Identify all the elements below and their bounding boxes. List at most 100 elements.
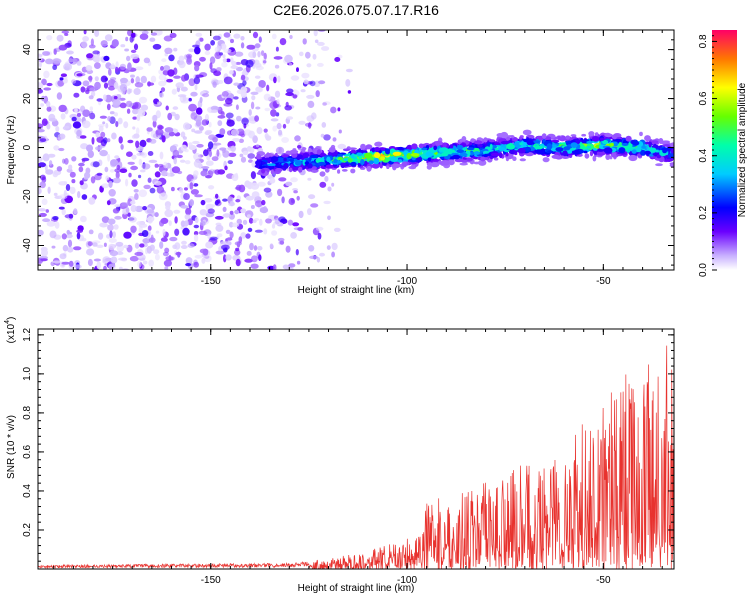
heatmap-cell [81, 159, 86, 163]
heatmap-cell [93, 56, 100, 63]
heatmap-cell [92, 50, 100, 55]
heatmap-cell [258, 36, 262, 43]
heatmap-cell [80, 86, 86, 93]
heatmap-cell [230, 65, 239, 70]
heatmap-cell [317, 41, 325, 46]
heatmap-cell [240, 36, 245, 41]
heatmap-cell [147, 177, 152, 183]
heatmap-cell [136, 221, 145, 226]
heatmap-cell [397, 159, 403, 163]
heatmap-cell [115, 61, 119, 68]
heatmap-cell [200, 170, 208, 177]
heatmap-cell [66, 229, 71, 235]
heatmap-cell [281, 137, 289, 143]
heatmap-cell [223, 48, 232, 53]
heatmap-cell [155, 128, 164, 136]
heatmap-cell [347, 90, 352, 94]
heatmap-cell [217, 115, 226, 119]
heatmap-cell [292, 94, 298, 99]
colorbar-label: Normalized spectral amplitude [737, 82, 748, 217]
heatmap-cell [206, 154, 211, 161]
heatmap-cell [337, 143, 347, 150]
heatmap-cell [555, 147, 564, 152]
heatmap-cell [79, 135, 87, 139]
snr-xlabel: Height of straight line (km) [298, 583, 415, 594]
heatmap-cell [103, 137, 108, 144]
heatmap-cell [134, 193, 139, 200]
heatmap-cell [263, 187, 272, 193]
heatmap-cell [337, 169, 341, 174]
heatmap-cell [201, 119, 208, 126]
heatmap-cell [605, 154, 611, 160]
heatmap-cell [297, 166, 303, 173]
heatmap-cell [101, 216, 110, 224]
heatmap-cell [73, 92, 80, 98]
heatmap-cell [459, 162, 469, 166]
heatmap-cell [368, 160, 374, 165]
heatmap-cell [177, 94, 187, 98]
heatmap-cell [507, 144, 515, 150]
heatmap-cell [53, 48, 57, 55]
heatmap-cell [588, 131, 595, 137]
heatmap-cell [117, 117, 123, 125]
heatmap-cell [321, 46, 330, 51]
heatmap-cell [62, 78, 68, 84]
heatmap-cell [192, 140, 200, 145]
heatmap-cell [392, 151, 402, 156]
heatmap-cell [480, 156, 486, 162]
heatmap-cell [236, 66, 243, 72]
heatmap-cell [76, 229, 83, 233]
heatmap-cell [277, 75, 281, 83]
heatmap-cell [52, 216, 59, 221]
heatmap-cell [246, 44, 256, 50]
heatmap-cell [194, 194, 203, 198]
heatmap-cell [255, 160, 261, 166]
heatmap-cell [252, 51, 257, 59]
heatmap-cell [118, 257, 127, 261]
heatmap-cell [374, 142, 381, 147]
heatmap-cell [82, 109, 91, 117]
heatmap-cell [130, 49, 137, 54]
heatmap-cell [333, 227, 341, 232]
heatmap-cell [440, 152, 449, 157]
heatmap-cell [108, 68, 112, 76]
heatmap-cell [256, 246, 263, 251]
heatmap-cell [142, 237, 151, 244]
heatmap-cell [240, 86, 248, 93]
heatmap-cell [618, 147, 626, 154]
heatmap-cell [358, 155, 363, 159]
heatmap-cell [302, 152, 310, 158]
heatmap-cell [168, 220, 172, 227]
heatmap-cell [199, 209, 207, 216]
heatmap-cell [290, 177, 298, 183]
heatmap-cell [139, 33, 149, 40]
heatmap-cell [593, 149, 598, 155]
heatmap-cell [275, 168, 283, 172]
heatmap-cell [153, 249, 160, 255]
heatmap-cell [135, 127, 140, 135]
heatmap-cell [175, 82, 184, 89]
heatmap-cell [337, 107, 341, 112]
heatmap-cell [188, 142, 193, 147]
heatmap-cell [225, 254, 232, 261]
heatmap-cell [38, 187, 42, 195]
heatmap-cell [640, 150, 647, 156]
heatmap-cell [279, 38, 287, 46]
heatmap-cell [272, 264, 277, 270]
heatmap-cell [259, 218, 263, 226]
heatmap-cell [123, 121, 129, 129]
heatmap-cell [113, 81, 119, 90]
heatmap-cell [271, 223, 276, 229]
heatmap-cell [323, 200, 331, 205]
heatmap-cell [296, 195, 300, 201]
heatmap-cell [123, 244, 129, 249]
heatmap-cell [380, 147, 386, 151]
heatmap-cell [242, 219, 248, 225]
y-tick-label: 40 [22, 44, 33, 56]
heatmap-cell [267, 157, 271, 164]
heatmap-cell [322, 102, 327, 106]
heatmap-cell [77, 191, 81, 199]
heatmap-cell [466, 147, 475, 151]
heatmap-cell [438, 160, 443, 165]
heatmap-cell [89, 106, 94, 111]
